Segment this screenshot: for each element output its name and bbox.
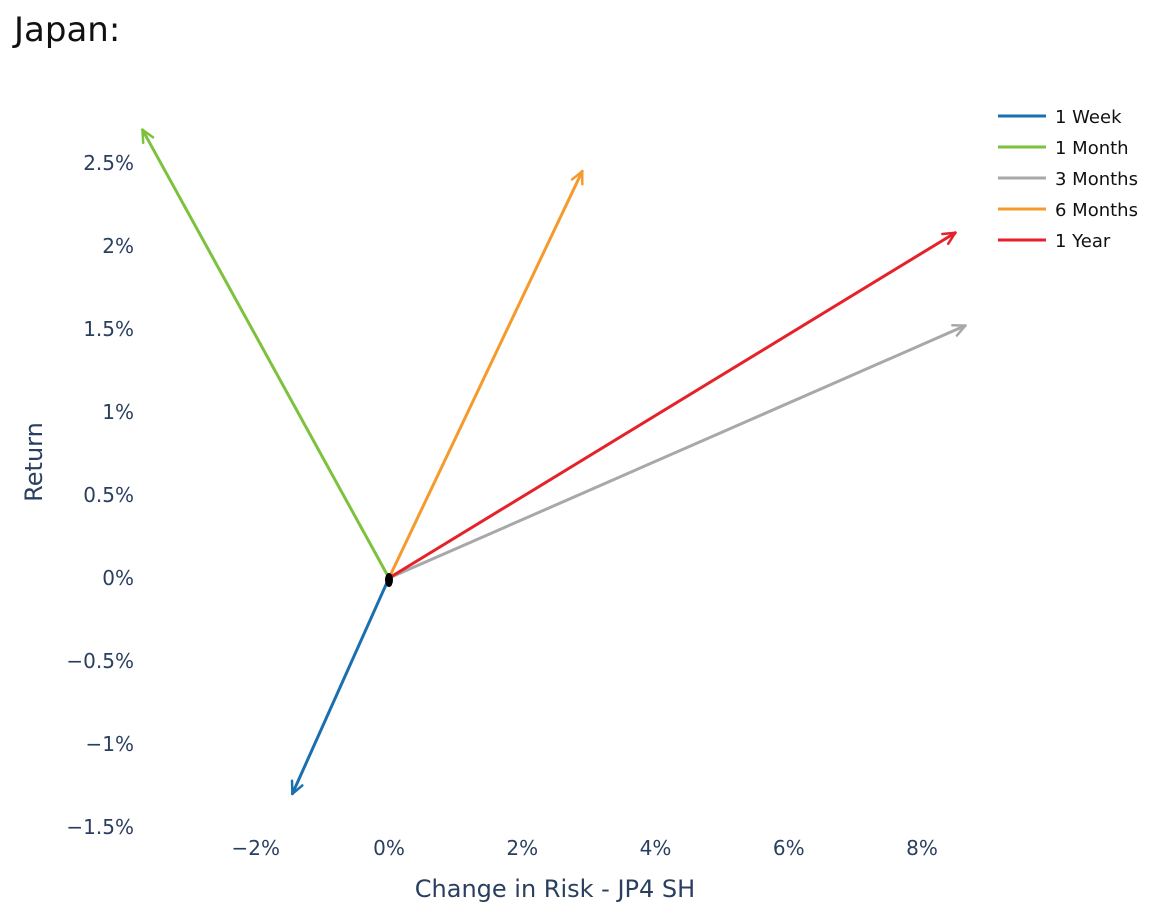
vector-line-1-year (387, 231, 957, 580)
arrowhead-1-month (141, 128, 155, 145)
legend: 1 Week 1 Month 3 Months 6 Months 1 Year (998, 107, 1138, 252)
page-title: Japan: (14, 10, 121, 50)
y-tick-label: −0.5% (66, 649, 134, 673)
vector-lines (140, 128, 967, 796)
y-tick-label: 0% (102, 566, 134, 590)
arrowhead-3-months (951, 323, 967, 337)
y-tick-label: 0.5% (83, 483, 134, 507)
x-tick-label: −2% (232, 836, 281, 860)
x-tick-label: 8% (906, 836, 938, 860)
origin-marker (385, 573, 393, 587)
y-tick-label: 2% (102, 234, 134, 258)
legend-label-1-year: 1 Year (1055, 231, 1111, 252)
legend-label-1-week: 1 Week (1055, 107, 1122, 128)
arrowhead-6-months (570, 170, 584, 186)
legend-label-1-month: 1 Month (1055, 138, 1129, 159)
x-tick-label: 0% (373, 836, 405, 860)
vector-line-1-month (140, 128, 391, 580)
y-axis-title: Return (20, 422, 48, 502)
legend-label-3-months: 3 Months (1055, 169, 1138, 190)
vector-line-3-months (387, 324, 967, 580)
y-tick-label: 1.5% (83, 317, 134, 341)
vector-line-6-months (387, 169, 584, 580)
y-tick-label: 2.5% (83, 151, 134, 175)
y-tick-label: 1% (102, 400, 134, 424)
x-tick-label: 6% (773, 836, 805, 860)
x-tick-labels: −2% 0% 2% 4% 6% 8% (232, 836, 938, 860)
x-tick-label: 4% (640, 836, 672, 860)
x-axis-title: Change in Risk - JP4 SH (415, 875, 695, 903)
y-tick-label: −1.5% (66, 815, 134, 839)
origin-marker-group (385, 573, 393, 587)
vector-line-1-week (290, 576, 391, 796)
legend-label-6-months: 6 Months (1055, 200, 1138, 221)
y-tick-labels: −1.5% −1% −0.5% 0% 0.5% 1% 1.5% 2% 2.5% (66, 151, 134, 839)
y-tick-label: −1% (86, 732, 135, 756)
arrowhead-1-year (941, 231, 957, 245)
arrowhead-1-week (290, 779, 304, 796)
x-tick-label: 2% (506, 836, 538, 860)
